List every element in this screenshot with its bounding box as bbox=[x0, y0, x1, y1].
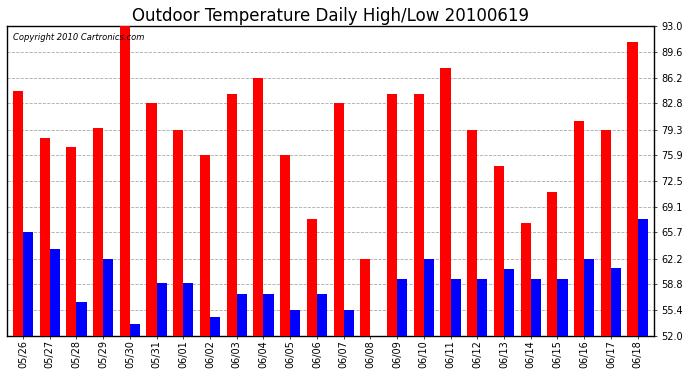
Bar bbox=[200, 156, 210, 336]
Bar bbox=[157, 283, 167, 336]
Bar bbox=[237, 294, 247, 336]
Bar bbox=[173, 130, 184, 336]
Bar bbox=[360, 259, 371, 336]
Bar bbox=[387, 94, 397, 336]
Bar bbox=[120, 27, 130, 336]
Bar bbox=[558, 279, 568, 336]
Bar bbox=[290, 310, 300, 336]
Bar bbox=[184, 283, 193, 336]
Bar bbox=[424, 259, 434, 336]
Bar bbox=[601, 130, 611, 336]
Bar bbox=[253, 78, 264, 336]
Bar bbox=[504, 269, 514, 336]
Bar bbox=[226, 94, 237, 336]
Bar bbox=[520, 223, 531, 336]
Bar bbox=[130, 324, 140, 336]
Bar bbox=[39, 138, 50, 336]
Bar bbox=[611, 268, 621, 336]
Bar bbox=[494, 166, 504, 336]
Bar bbox=[50, 249, 60, 336]
Title: Outdoor Temperature Daily High/Low 20100619: Outdoor Temperature Daily High/Low 20100… bbox=[132, 7, 529, 25]
Bar bbox=[264, 294, 274, 336]
Bar bbox=[531, 279, 541, 336]
Bar bbox=[307, 219, 317, 336]
Bar bbox=[77, 302, 86, 336]
Bar bbox=[440, 68, 451, 336]
Bar bbox=[23, 232, 33, 336]
Bar bbox=[584, 259, 594, 336]
Bar bbox=[13, 91, 23, 336]
Bar bbox=[467, 130, 477, 336]
Bar bbox=[547, 192, 558, 336]
Bar bbox=[66, 147, 77, 336]
Bar bbox=[627, 42, 638, 336]
Bar bbox=[451, 279, 461, 336]
Text: Copyright 2010 Cartronics.com: Copyright 2010 Cartronics.com bbox=[13, 33, 145, 42]
Bar bbox=[317, 294, 327, 336]
Bar bbox=[280, 156, 290, 336]
Bar bbox=[638, 219, 648, 336]
Bar bbox=[103, 259, 113, 336]
Bar bbox=[344, 310, 354, 336]
Bar bbox=[146, 104, 157, 336]
Bar bbox=[333, 104, 344, 336]
Bar bbox=[397, 279, 407, 336]
Bar bbox=[414, 94, 424, 336]
Bar bbox=[210, 317, 220, 336]
Bar bbox=[477, 279, 487, 336]
Bar bbox=[93, 128, 103, 336]
Bar bbox=[574, 121, 584, 336]
